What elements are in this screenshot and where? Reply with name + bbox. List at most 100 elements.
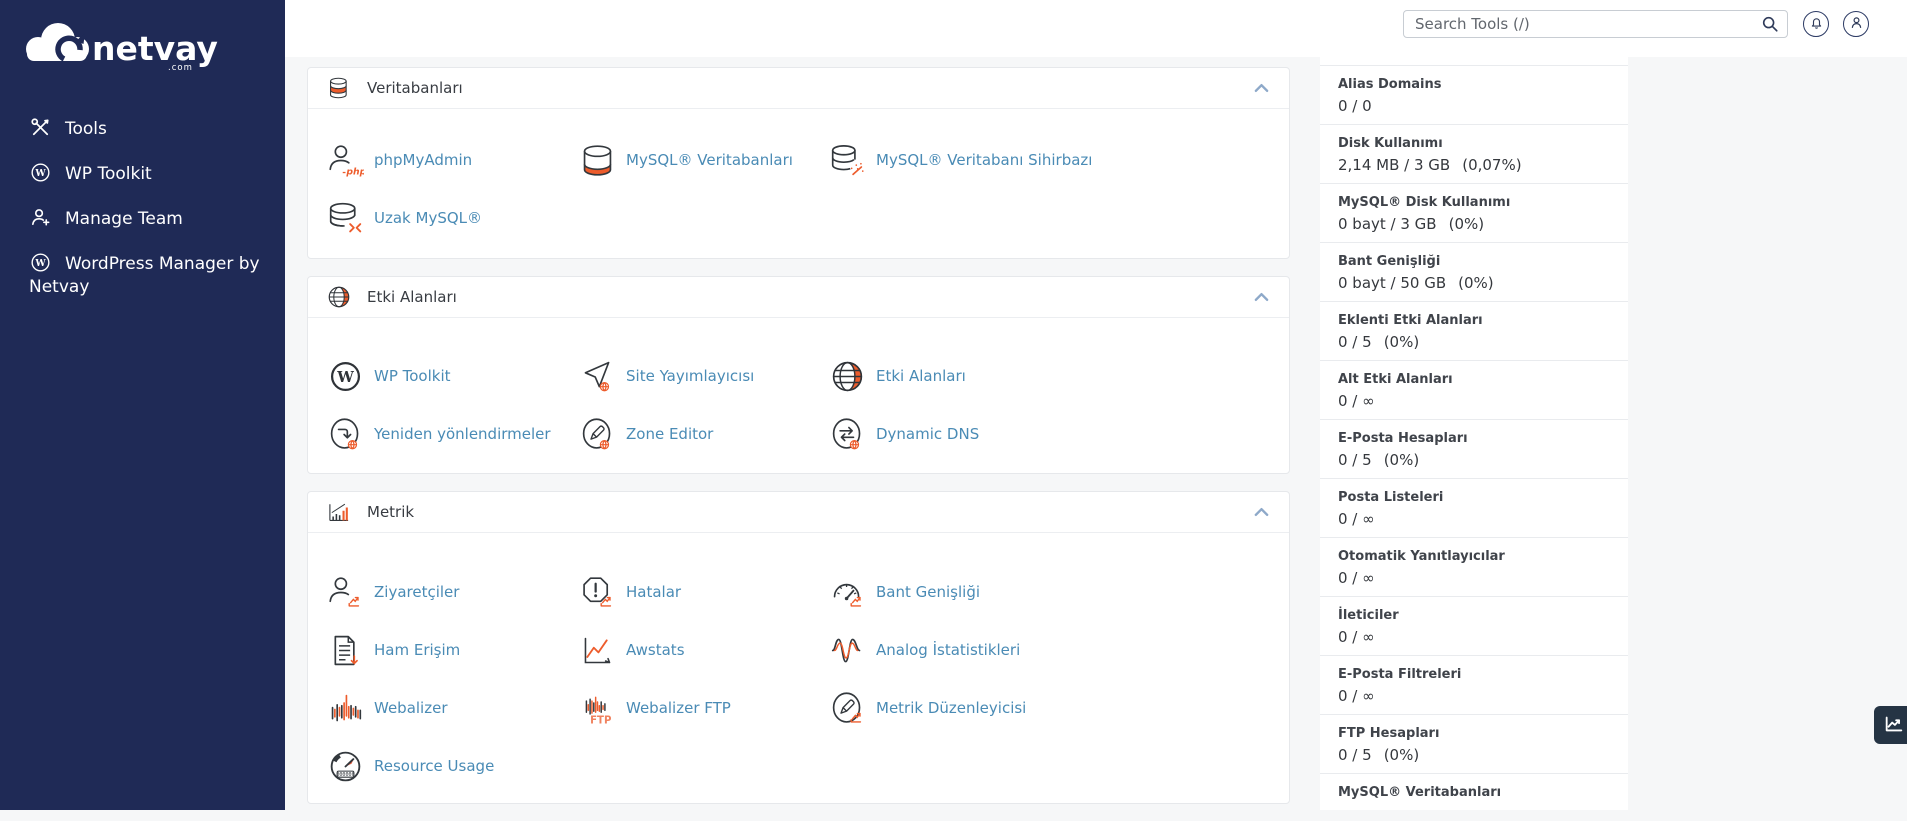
svg-text:W: W: [34, 258, 46, 269]
stat-value: 0 / ∞: [1338, 569, 1375, 587]
domains-icon: [326, 284, 352, 310]
sidebar-item-tools[interactable]: Tools: [0, 106, 285, 151]
tool-item[interactable]: Ham Erişim: [327, 621, 579, 679]
raw-access-icon: [327, 632, 364, 669]
line-chart-icon: [1883, 713, 1905, 738]
section-items: php phpMyAdmin MySQL® Veritabanları MySQL® …: [308, 109, 1289, 258]
resource-usage-icon: 000000: [327, 748, 364, 785]
tool-item[interactable]: Site Yayımlayıcısı: [579, 347, 829, 405]
stat-row: Disk Kullanımı 2,14 MB / 3 GB (0,07%): [1320, 125, 1628, 184]
sidebar-item-wp-toolkit[interactable]: W WP Toolkit: [0, 151, 285, 196]
stat-label: Alias Domains: [1338, 77, 1442, 92]
stat-label: Disk Kullanımı: [1338, 136, 1443, 151]
tool-item[interactable]: Analog İstatistikleri: [829, 621, 1289, 679]
tools-icon: [29, 116, 52, 139]
mysql-wizard-icon: [829, 142, 866, 179]
wordpress-icon: W: [29, 161, 52, 184]
wordpress-icon: W: [29, 251, 52, 274]
tool-item-label: Resource Usage: [374, 757, 495, 775]
tool-item[interactable]: php phpMyAdmin: [327, 131, 579, 189]
section-header[interactable]: Metrik: [308, 492, 1289, 533]
chart-widget-button[interactable]: [1874, 706, 1907, 744]
section-title: Veritabanları: [367, 79, 463, 97]
stat-value: 0 / 0: [1338, 97, 1372, 115]
tool-item[interactable]: Zone Editor: [579, 405, 829, 463]
section-card: Etki Alanları W WP Toolkit Site Yayımlayıcı…: [307, 276, 1290, 474]
chevron-up-icon[interactable]: [1254, 292, 1269, 302]
metrics-editor-icon: [829, 690, 866, 727]
stat-row: MySQL® Veritabanları: [1320, 774, 1628, 810]
tool-item-label: Ham Erişim: [374, 641, 461, 659]
stat-percent: (0,07%): [1462, 156, 1522, 174]
svg-text:.com: .com: [168, 63, 193, 73]
mysql-databases-icon: [579, 142, 616, 179]
section-card: Veritabanları php phpMyAdmin MySQL® Veritab…: [307, 67, 1290, 259]
svg-text:000000: 000000: [336, 772, 354, 778]
tool-item[interactable]: Ziyaretçiler: [327, 563, 579, 621]
stat-value: 0 / ∞: [1338, 628, 1375, 646]
tool-item[interactable]: MySQL® Veritabanı Sihirbazı: [829, 131, 1289, 189]
tool-item[interactable]: MySQL® Veritabanları: [579, 131, 829, 189]
chevron-up-icon[interactable]: [1254, 83, 1269, 93]
tool-item-label: Dynamic DNS: [876, 425, 980, 443]
tool-item-label: phpMyAdmin: [374, 151, 473, 169]
stat-label: İleticiler: [1338, 608, 1399, 623]
tool-item-label: MySQL® Veritabanı Sihirbazı: [876, 151, 1093, 169]
tool-item-label: Webalizer FTP: [626, 699, 731, 717]
stat-value: 0 / ∞: [1338, 687, 1375, 705]
stat-label: E-Posta Filtreleri: [1338, 667, 1462, 682]
stat-row: FTP Hesapları 0 / 5 (0%): [1320, 715, 1628, 774]
tool-item[interactable]: W WP Toolkit: [327, 347, 579, 405]
wordpress-icon: W: [327, 358, 364, 395]
domains-icon: [829, 358, 866, 395]
search-icon[interactable]: [1761, 15, 1779, 33]
section-items: W WP Toolkit Site Yayımlayıcısı Etki Alanla…: [308, 318, 1289, 473]
section-header[interactable]: Etki Alanları: [308, 277, 1289, 318]
webalizer-ftp-icon: FTP: [579, 690, 616, 727]
tool-item[interactable]: Metrik Düzenleyicisi: [829, 679, 1289, 737]
stat-row: Otomatik Yanıtlayıcılar 0 / ∞: [1320, 538, 1628, 597]
stat-row: Bant Genişliği 0 bayt / 50 GB (0%): [1320, 243, 1628, 302]
tool-item[interactable]: Uzak MySQL®: [327, 189, 579, 247]
stat-percent: (0%): [1458, 274, 1494, 292]
tool-item[interactable]: Bant Genişliği: [829, 563, 1289, 621]
sidebar-item-wordpress-manager[interactable]: W WordPress Manager by Netvay: [0, 241, 285, 309]
stat-value: 0 / ∞: [1338, 510, 1375, 528]
analog-stats-icon: [829, 632, 866, 669]
tool-item[interactable]: Yeniden yönlendirmeler: [327, 405, 579, 463]
databases-icon: [326, 75, 352, 101]
tool-item[interactable]: Hatalar: [579, 563, 829, 621]
user-icon: [1849, 15, 1864, 33]
stat-label: MySQL® Disk Kullanımı: [1338, 195, 1511, 210]
stat-row: Alt Etki Alanları 0 / ∞: [1320, 361, 1628, 420]
stat-label: E-Posta Hesapları: [1338, 431, 1468, 446]
metrics-icon: [326, 499, 352, 525]
tool-item-label: Metrik Düzenleyicisi: [876, 699, 1027, 717]
stat-label: Otomatik Yanıtlayıcılar: [1338, 549, 1505, 564]
bell-icon: [1809, 15, 1824, 33]
tool-item[interactable]: FTP Webalizer FTP: [579, 679, 829, 737]
tool-item[interactable]: Etki Alanları: [829, 347, 1289, 405]
stat-value: 0 bayt / 3 GB (0%): [1338, 215, 1485, 233]
stat-row: Alias Domains 0 / 0: [1320, 66, 1628, 125]
tool-item[interactable]: Webalizer: [327, 679, 579, 737]
phpmyadmin-icon: php: [327, 142, 364, 179]
remote-mysql-icon: [327, 200, 364, 237]
netvay-logo[interactable]: netvay .com: [18, 16, 233, 74]
tool-item[interactable]: Awstats: [579, 621, 829, 679]
tool-item[interactable]: 000000 Resource Usage: [327, 737, 579, 795]
notifications-button[interactable]: [1803, 11, 1829, 37]
tool-item[interactable]: Dynamic DNS: [829, 405, 1289, 463]
search-input[interactable]: [1403, 10, 1788, 38]
search-box: [1403, 10, 1788, 38]
visitors-icon: [327, 574, 364, 611]
stat-label: Bant Genişliği: [1338, 254, 1441, 269]
svg-text:W: W: [336, 369, 354, 386]
chevron-up-icon[interactable]: [1254, 507, 1269, 517]
section-items: Ziyaretçiler Hatalar Bant Genişliği Ham Eri…: [308, 533, 1289, 803]
section-header[interactable]: Veritabanları: [308, 68, 1289, 109]
stat-row: Eklenti Etki Alanları 0 / 5 (0%): [1320, 302, 1628, 361]
user-account-button[interactable]: [1843, 11, 1869, 37]
tool-item-label: Analog İstatistikleri: [876, 641, 1021, 659]
sidebar-item-manage-team[interactable]: Manage Team: [0, 196, 285, 241]
